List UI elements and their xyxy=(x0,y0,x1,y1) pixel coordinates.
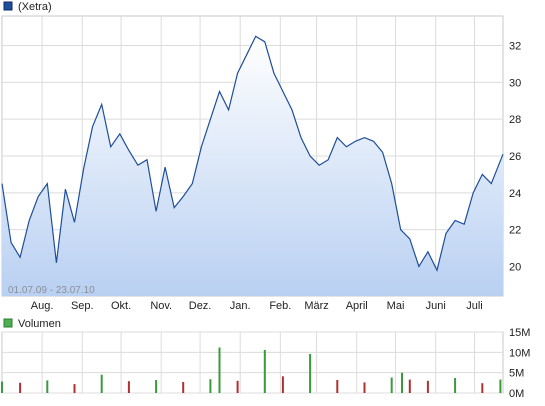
price-x-tick-label: Juni xyxy=(426,300,446,312)
volume-bar xyxy=(182,382,185,393)
volume-bars xyxy=(1,347,502,393)
volume-bar xyxy=(236,380,239,393)
price-x-tick-label: Feb. xyxy=(269,300,291,312)
price-legend-swatch xyxy=(3,1,13,11)
volume-y-tick-label: 5M xyxy=(509,368,524,380)
volume-y-tick-label: 15M xyxy=(509,327,530,339)
price-x-tick-labels: Aug. Sep. Okt. Nov. Dez. Jan. Feb. März April Mai… xyxy=(31,300,483,312)
price-x-tick-label: Dez. xyxy=(189,300,212,312)
volume-bar xyxy=(454,378,457,393)
price-x-tick-label: Okt. xyxy=(111,300,131,312)
volume-y-tick-labels: 0M 5M 10M 15M xyxy=(509,327,530,400)
volume-bar xyxy=(19,382,22,393)
volume-bar xyxy=(46,380,49,393)
volume-bar xyxy=(390,377,393,393)
price-x-tick-label: Jan. xyxy=(230,300,251,312)
price-x-tick-label: April xyxy=(346,300,368,312)
volume-bar xyxy=(401,372,403,393)
volume-legend-swatch xyxy=(3,318,13,328)
date-range-label: 01.07.09 - 23.07.10 xyxy=(8,285,95,296)
price-x-tick-label: Sep. xyxy=(71,300,94,312)
volume-bar xyxy=(127,381,130,393)
volume-bar xyxy=(281,376,284,393)
volume-bar xyxy=(218,347,221,393)
price-legend-label: (Xetra) xyxy=(18,1,52,13)
price-line xyxy=(1,35,504,272)
volume-bar xyxy=(73,384,76,393)
price-area-fill xyxy=(2,36,503,297)
price-x-tick-label: Mai xyxy=(387,300,405,312)
price-y-tick-labels: 20 22 24 26 28 30 32 xyxy=(509,40,521,273)
price-y-tick-label: 22 xyxy=(509,225,521,237)
price-y-tick-label: 30 xyxy=(509,77,521,89)
volume-plot-frame xyxy=(1,331,504,394)
volume-bar xyxy=(363,382,366,393)
volume-bar xyxy=(155,380,158,393)
volume-grid xyxy=(1,331,504,394)
price-y-tick-label: 20 xyxy=(509,262,521,274)
price-y-tick-label: 28 xyxy=(509,114,521,126)
volume-bar xyxy=(426,380,429,393)
volume-y-tick-label: 0M xyxy=(509,388,524,400)
price-x-tick-label: Nov. xyxy=(150,300,172,312)
price-y-tick-label: 26 xyxy=(509,151,521,163)
volume-bar xyxy=(408,379,411,393)
price-x-tick-label: März xyxy=(304,300,328,312)
price-y-tick-label: 32 xyxy=(509,40,521,52)
volume-bar xyxy=(263,349,266,393)
volume-bar xyxy=(100,374,103,393)
price-x-tick-label: Aug. xyxy=(31,300,54,312)
volume-bar xyxy=(1,381,3,393)
volume-bar xyxy=(481,383,484,393)
volume-bar xyxy=(499,379,502,393)
price-x-tick-label: Juli xyxy=(466,300,483,312)
volume-legend-label: Volumen xyxy=(18,318,61,330)
volume-bar xyxy=(336,380,339,393)
price-y-tick-label: 24 xyxy=(509,188,521,200)
volume-bar xyxy=(309,354,312,393)
volume-bar xyxy=(209,379,212,393)
volume-y-tick-label: 10M xyxy=(509,347,530,359)
